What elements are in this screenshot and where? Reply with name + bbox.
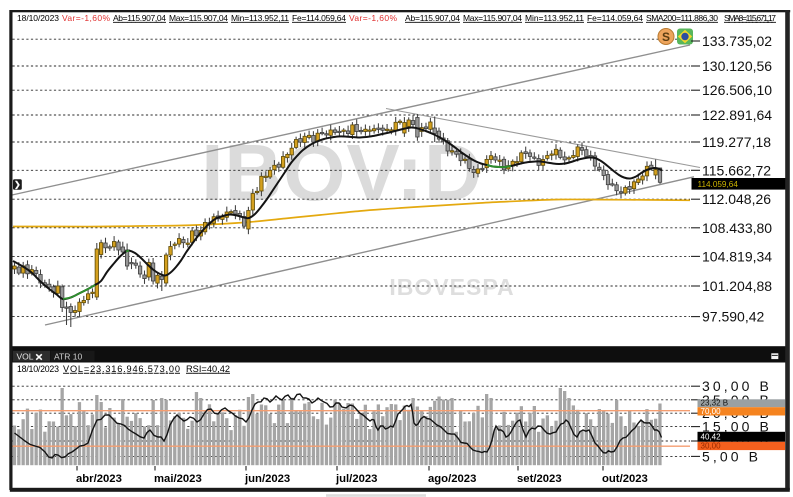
svg-text:jul/2023: jul/2023	[335, 473, 377, 485]
svg-text:112.048,26: 112.048,26	[702, 191, 771, 207]
svg-text:ago/2023: ago/2023	[428, 473, 476, 485]
svg-text:Min=113.952,11: Min=113.952,11	[525, 13, 584, 23]
svg-text:114.059,64: 114.059,64	[698, 180, 739, 189]
svg-text:119.277,18: 119.277,18	[702, 134, 771, 150]
svg-text:108.433,80: 108.433,80	[702, 220, 772, 236]
svg-text:30,00: 30,00	[701, 441, 722, 450]
svg-text:VOL=23.316.946.573,00: VOL=23.316.946.573,00	[63, 364, 180, 374]
svg-text:ATR 10: ATR 10	[54, 352, 82, 362]
svg-text:18/10/2023: 18/10/2023	[17, 13, 59, 23]
svg-text:SMA200=111.886,30: SMA200=111.886,30	[646, 13, 718, 23]
svg-text:❯: ❯	[14, 180, 21, 190]
svg-text:97.590,42: 97.590,42	[702, 309, 764, 325]
svg-text:set/2023: set/2023	[517, 473, 562, 485]
svg-text:5,00 B: 5,00 B	[702, 448, 761, 464]
svg-text:SMA8=115.671,17: SMA8=115.671,17	[724, 13, 776, 23]
svg-text:70,00: 70,00	[701, 407, 722, 416]
svg-text:18/10/2023: 18/10/2023	[17, 364, 59, 374]
svg-text:23,32 B: 23,32 B	[701, 399, 729, 408]
svg-text:Max=115.907,04: Max=115.907,04	[169, 13, 228, 23]
svg-text:104.819,34: 104.819,34	[702, 248, 772, 264]
svg-text:115.662,72: 115.662,72	[702, 162, 771, 178]
svg-text:S: S	[662, 30, 670, 44]
svg-text:Max=115.907,04: Max=115.907,04	[463, 13, 522, 23]
svg-text:VOL: VOL	[17, 352, 34, 362]
svg-text:Ab=115.907,04: Ab=115.907,04	[405, 13, 460, 23]
svg-text:IBOV:D: IBOV:D	[201, 128, 483, 217]
svg-text:out/2023: out/2023	[602, 473, 648, 485]
svg-text:Fe=114.059,64: Fe=114.059,64	[587, 13, 643, 23]
svg-text:130.120,56: 130.120,56	[702, 58, 772, 74]
svg-text:RSI=40,42: RSI=40,42	[186, 364, 230, 374]
svg-text:IBOVESPA: IBOVESPA	[389, 274, 514, 300]
svg-text:mai/2023: mai/2023	[154, 473, 202, 485]
svg-text:Fe=114.059,64: Fe=114.059,64	[292, 13, 346, 23]
svg-text:Min=113.952,11: Min=113.952,11	[231, 13, 289, 23]
svg-text:30,00 B: 30,00 B	[702, 378, 772, 394]
svg-text:Ab=115.907,04: Ab=115.907,04	[113, 13, 166, 23]
svg-text:Var=-1,60%: Var=-1,60%	[349, 13, 397, 23]
svg-text:122.891,64: 122.891,64	[702, 107, 772, 123]
svg-text:101.204,88: 101.204,88	[702, 278, 772, 294]
svg-text:126.506,10: 126.506,10	[702, 82, 772, 98]
svg-text:133.735,02: 133.735,02	[702, 33, 772, 49]
svg-text:Var=-1,60%: Var=-1,60%	[62, 13, 110, 23]
svg-text:abr/2023: abr/2023	[76, 473, 122, 485]
svg-text:jun/2023: jun/2023	[244, 473, 290, 485]
svg-text:40,42: 40,42	[701, 433, 722, 442]
svg-text:15,00 B: 15,00 B	[702, 419, 772, 435]
